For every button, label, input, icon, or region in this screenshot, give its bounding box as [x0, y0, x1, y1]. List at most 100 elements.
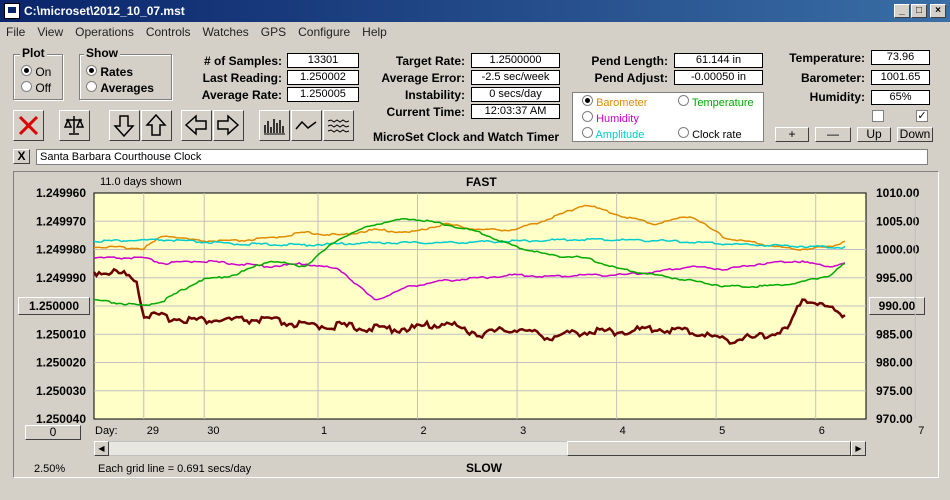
down-arrow-button[interactable]: [109, 110, 140, 141]
right-tick-label: 985.00: [876, 327, 913, 341]
up-arrow-button[interactable]: [141, 110, 172, 141]
humidity-field: 65%: [871, 90, 930, 105]
x-tick-label: 4: [620, 425, 626, 437]
series-line-amplitude: [93, 237, 846, 249]
average-error-label: Average Error:: [381, 71, 465, 85]
x-tick-label: 6: [819, 425, 825, 437]
plot-on-radio[interactable]: On: [21, 65, 51, 79]
series-amplitude-radio[interactable]: Amplitude: [582, 127, 644, 141]
x-tick-label: 3: [520, 425, 526, 437]
app-name: MicroSet Clock and Watch Timer: [373, 130, 560, 144]
chart-panel: [13, 171, 939, 478]
barometer-field: 1001.65: [871, 70, 930, 85]
humidity-label: Humidity:: [809, 90, 865, 104]
arrow-right-icon: [217, 114, 240, 136]
app-icon: [4, 3, 20, 19]
day-axis-label: Day:: [95, 425, 118, 437]
menu-watches[interactable]: Watches: [202, 25, 249, 39]
clear-clock-button[interactable]: X: [13, 149, 30, 164]
series-select-panel: [572, 92, 764, 142]
right-tick-label: 975.00: [876, 384, 913, 398]
left-tick-label: 1.250040: [36, 412, 86, 426]
histogram-button[interactable]: [259, 110, 290, 141]
percent-label: 2.50%: [34, 463, 66, 475]
x-tick-label: 5: [719, 425, 725, 437]
minimize-button[interactable]: _: [894, 4, 910, 18]
right-arrow-button[interactable]: [213, 110, 244, 141]
x-icon: [18, 115, 39, 136]
menu-help[interactable]: Help: [362, 25, 387, 39]
samples-field: 13301: [287, 53, 359, 68]
right-value-button[interactable]: 990.00: [869, 297, 925, 315]
left-arrow-button[interactable]: [181, 110, 212, 141]
histogram-icon: [264, 119, 285, 135]
menu-bar: File View Operations Controls Watches GPS Conf…: [0, 22, 950, 42]
show-averages-radio[interactable]: Averages: [86, 81, 154, 95]
minus-button[interactable]: —: [815, 127, 851, 142]
balance-icon: [63, 116, 85, 135]
window-title: C:\microset\2012_10_07.mst: [24, 4, 185, 18]
days-shown-label: 11.0 days shown: [100, 176, 182, 188]
x-tick-label: 29: [147, 425, 159, 437]
x-tick-label: 1: [321, 425, 327, 437]
scroll-thumb[interactable]: [567, 441, 851, 456]
arrow-up-icon: [145, 113, 167, 136]
slow-label: SLOW: [466, 461, 502, 475]
menu-configure[interactable]: Configure: [298, 25, 351, 39]
samples-label: # of Samples:: [203, 54, 282, 68]
left-tick-label: 1.249990: [36, 271, 86, 285]
average-rate-label: Average Rate:: [201, 88, 282, 102]
temperature-field: 73.96: [871, 50, 930, 65]
left-tick-label: 1.250030: [36, 384, 86, 398]
show-rates-radio[interactable]: Rates: [86, 65, 133, 79]
series-temperature-radio[interactable]: Temperature: [678, 95, 754, 109]
x-tick-label: 2: [421, 425, 427, 437]
series-line-barometer: [93, 204, 846, 251]
right-tick-label: 970.00: [876, 412, 913, 426]
scroll-right-button[interactable]: ▶: [851, 441, 866, 456]
checkbox-left[interactable]: [872, 110, 884, 122]
right-tick-label: 1010.00: [876, 186, 920, 200]
up-button[interactable]: Up: [857, 127, 891, 142]
zero-button[interactable]: 0: [25, 425, 81, 440]
plus-button[interactable]: +: [775, 127, 809, 142]
down-button[interactable]: Down: [897, 127, 933, 142]
menu-controls[interactable]: Controls: [145, 25, 191, 39]
temperature-label: Temperature:: [789, 51, 865, 65]
series-clockrate-radio[interactable]: Clock rate: [678, 127, 742, 141]
series-barometer-radio[interactable]: Barometer: [582, 95, 647, 109]
balance-button[interactable]: [59, 110, 90, 141]
scroll-left-button[interactable]: ◀: [94, 441, 109, 456]
menu-operations[interactable]: Operations: [75, 25, 134, 39]
right-tick-label: 1005.00: [876, 214, 920, 228]
target-rate-label: Target Rate:: [395, 54, 465, 68]
clock-name-input[interactable]: Santa Barbara Courthouse Clock: [36, 149, 928, 165]
checkbox-right[interactable]: ✓: [916, 110, 928, 122]
center-value-button[interactable]: 1.250000: [18, 297, 90, 315]
series-humidity-radio[interactable]: Humidity: [582, 111, 639, 125]
last-reading-label: Last Reading:: [202, 71, 282, 85]
wave-button[interactable]: [291, 110, 322, 141]
right-tick-label: 980.00: [876, 356, 913, 370]
maximize-button[interactable]: □: [911, 4, 927, 18]
plot-group-label: Plot: [20, 46, 47, 60]
stop-button[interactable]: [13, 110, 44, 141]
pend-adjust-label: Pend Adjust:: [594, 71, 668, 85]
left-tick-label: 1.250010: [36, 327, 86, 341]
pend-length-label: Pend Length:: [591, 54, 668, 68]
menu-file[interactable]: File: [6, 25, 26, 39]
left-tick-label: 1.249960: [36, 186, 86, 200]
left-tick-label: 1.249980: [36, 243, 86, 257]
fast-label: FAST: [466, 175, 497, 189]
menu-view[interactable]: View: [37, 25, 64, 39]
show-group: [79, 54, 172, 100]
close-window-button[interactable]: ×: [930, 4, 946, 18]
series-line-temperature: [93, 217, 846, 307]
left-tick-label: 1.250020: [36, 356, 86, 370]
plot-off-radio[interactable]: Off: [21, 81, 51, 95]
x-tick-label: 30: [207, 425, 219, 437]
menu-gps[interactable]: GPS: [260, 25, 287, 39]
noise-button[interactable]: [323, 110, 354, 141]
pend-adjust-field: -0.00050 in: [674, 70, 763, 85]
